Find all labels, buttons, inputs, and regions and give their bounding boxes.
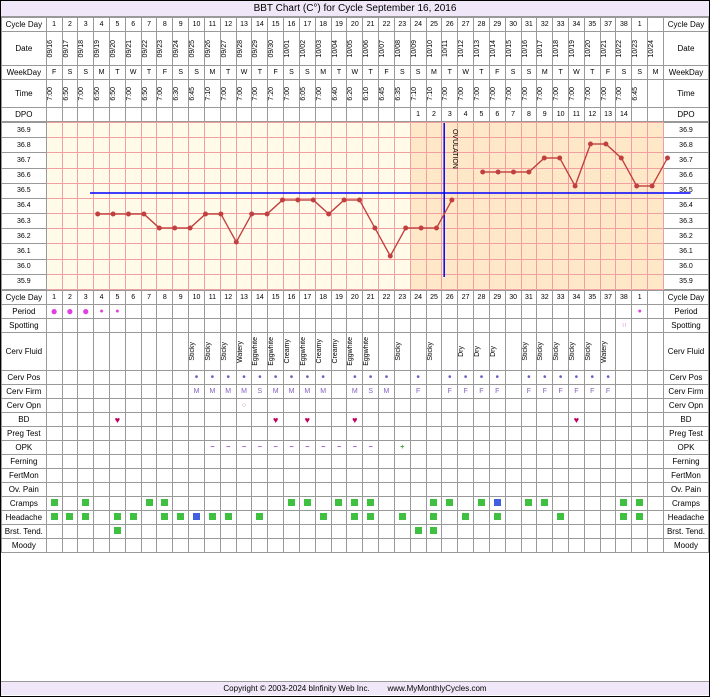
row-weekday: WeekDayFSSMTWTFSSMTWTFSSMTWTFSSMTWTFSSMT… [2, 66, 709, 80]
row-ferning: FerningFerning [2, 455, 709, 469]
row-cramps: CrampsCramps [2, 497, 709, 511]
row-bd: BD♥♥♥♥♥BD [2, 413, 709, 427]
row-period: Period●●●●●●Period [2, 305, 709, 319]
row-moody: MoodyMoody [2, 539, 709, 553]
temperature-chart: 36.936.936.836.836.736.736.636.636.536.5… [1, 122, 709, 290]
row-headache: HeadacheHeadache [2, 511, 709, 525]
website: www.MyMonthlyCycles.com [387, 684, 486, 693]
row-cerv-firm: Cerv FirmMMMMSMMMMMSMFFFFFFFFFFFCerv Fir… [2, 385, 709, 399]
row-cerv-pos: Cerv Pos•••••••••••••••••••••••Cerv Pos [2, 371, 709, 385]
footer: Copyright © 2003-2024 bInfinity Web Inc.… [1, 681, 709, 695]
row-ov-pain: Ov. PainOv. Pain [2, 483, 709, 497]
chart-title: BBT Chart (C°) for Cycle September 16, 2… [1, 1, 709, 17]
row-cycle-day-2: Cycle Day1234567891011121314151617181920… [2, 291, 709, 305]
row-cycle-day: Cycle Day1234567891011121314151617181920… [2, 18, 709, 32]
row-fertmon: FertMonFertMon [2, 469, 709, 483]
row-dpo: DPO1234567891011121314DPO [2, 108, 709, 122]
row-date: Date09/1609/1709/1809/1909/2009/2109/220… [2, 32, 709, 66]
row-opk: OPK−−−−−−−−−−−+OPK [2, 441, 709, 455]
row-time: Time7:006:507:006:506:507:006:507:006:30… [2, 80, 709, 108]
row-brst-tend: Brst. Tend.Brst. Tend. [2, 525, 709, 539]
row-preg-test: Preg TestPreg Test [2, 427, 709, 441]
copyright: Copyright © 2003-2024 bInfinity Web Inc. [223, 684, 369, 693]
header-table: Cycle Day1234567891011121314151617181920… [1, 17, 709, 122]
row-spotting: Spotting∷Spotting [2, 319, 709, 333]
data-table: Cycle Day1234567891011121314151617181920… [1, 290, 709, 553]
bbt-chart-container: BBT Chart (C°) for Cycle September 16, 2… [0, 0, 710, 697]
row-cerv-opn: Cerv Opn○Cerv Opn [2, 399, 709, 413]
row-cerv-fluid: Cerv FluidStickyStickyStickyWateryEggwhi… [2, 333, 709, 371]
